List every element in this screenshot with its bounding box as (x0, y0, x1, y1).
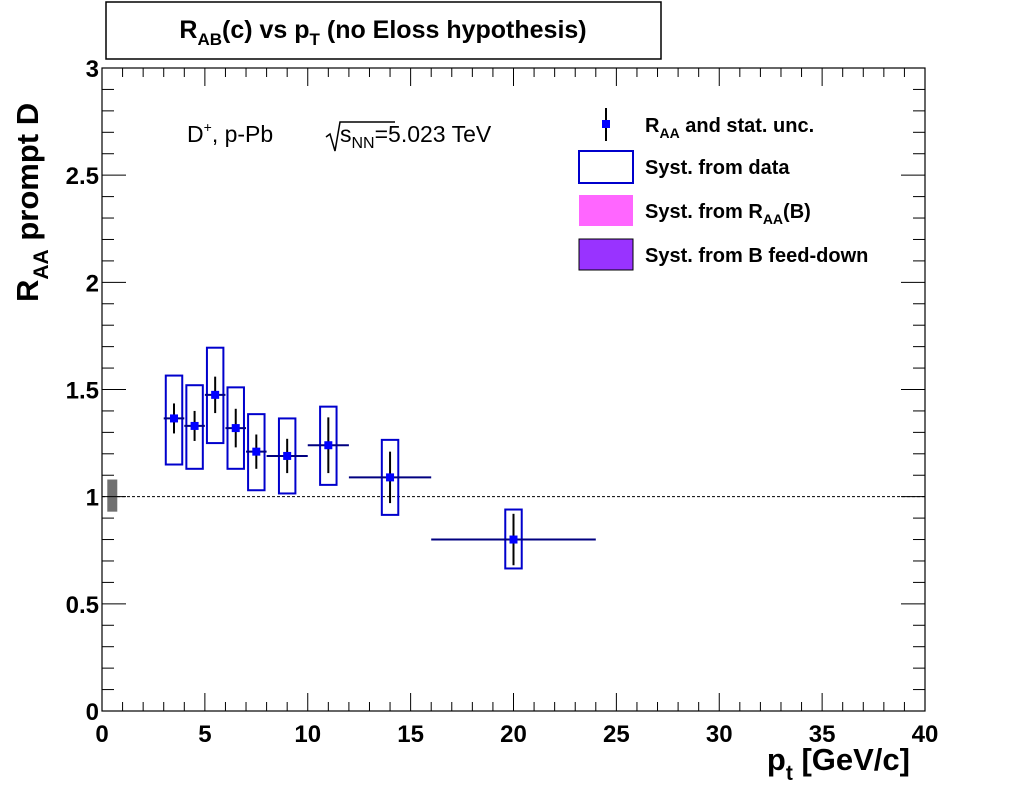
energy-annotation: sNN=5.023 TeV (340, 121, 492, 152)
legend-marker-square (602, 120, 610, 128)
data-point (348, 438, 432, 516)
y-tick-label: 2 (86, 270, 99, 297)
x-tick-label: 10 (294, 721, 321, 748)
data-marker (324, 441, 333, 450)
data-marker (283, 451, 292, 460)
y-tick-label: 1.5 (66, 378, 99, 405)
y-tick-label: 0.5 (66, 592, 99, 619)
x-tick-label: 5 (198, 721, 211, 748)
x-tick-label: 20 (500, 721, 527, 748)
data-marker (211, 390, 220, 399)
legend: RAA and stat. unc. Syst. from data Syst.… (578, 108, 868, 271)
legend-entry-syst-feeddown: Syst. from B feed-down (645, 245, 868, 267)
x-tick-label: 25 (603, 721, 630, 748)
axis-tick-labels: 0 5 10 15 20 25 30 35 40 0 0.5 1 1.5 2 2.5 3 (66, 56, 939, 748)
data-marker (231, 424, 240, 433)
collision-annotation: D+, p-Pb (187, 119, 273, 147)
plot-frame (101, 67, 926, 712)
data-point (204, 346, 226, 445)
legend-entry-syst-raab: Syst. from RAA(B) (645, 201, 811, 227)
legend-purple-box (578, 238, 634, 271)
legend-entry-raa: RAA and stat. unc. (645, 115, 814, 141)
data-point (266, 417, 308, 495)
y-tick-label: 2.5 (66, 163, 99, 190)
x-tick-label: 40 (912, 721, 939, 748)
data-point (307, 405, 349, 486)
normalization-uncertainty-box (107, 479, 118, 512)
data-marker (386, 473, 395, 482)
y-tick-label: 0 (86, 699, 99, 726)
data-marker (170, 414, 179, 423)
legend-open-box (578, 150, 634, 184)
title-box (105, 1, 662, 60)
chart-title: RAB(c) vs pT (no Eloss hypothesis) (179, 16, 586, 49)
data-point (184, 384, 205, 470)
x-axis-title: pt [GeV/c] (767, 742, 910, 785)
data-points (163, 346, 596, 570)
x-tick-label: 35 (809, 721, 836, 748)
x-tick-label: 30 (706, 721, 733, 748)
x-tick-label: 0 (95, 721, 108, 748)
data-marker (509, 535, 518, 544)
data-point (246, 413, 267, 492)
data-point (163, 374, 185, 466)
y-axis-title: RAA prompt D (10, 103, 53, 302)
data-marker (190, 421, 199, 430)
legend-entry-syst-data: Syst. from data (645, 157, 790, 179)
data-point (431, 508, 596, 570)
y-tick-label: 3 (86, 56, 99, 83)
legend-pink-box (579, 195, 633, 226)
x-tick-label: 15 (397, 721, 424, 748)
data-marker (252, 447, 261, 456)
data-point (225, 386, 247, 470)
systematic-uncertainty-box (164, 374, 184, 466)
axis-ticks (101, 67, 926, 712)
sqrt-symbol (325, 121, 395, 152)
y-tick-label: 1 (86, 485, 99, 512)
systematic-uncertainty-box (185, 384, 204, 470)
